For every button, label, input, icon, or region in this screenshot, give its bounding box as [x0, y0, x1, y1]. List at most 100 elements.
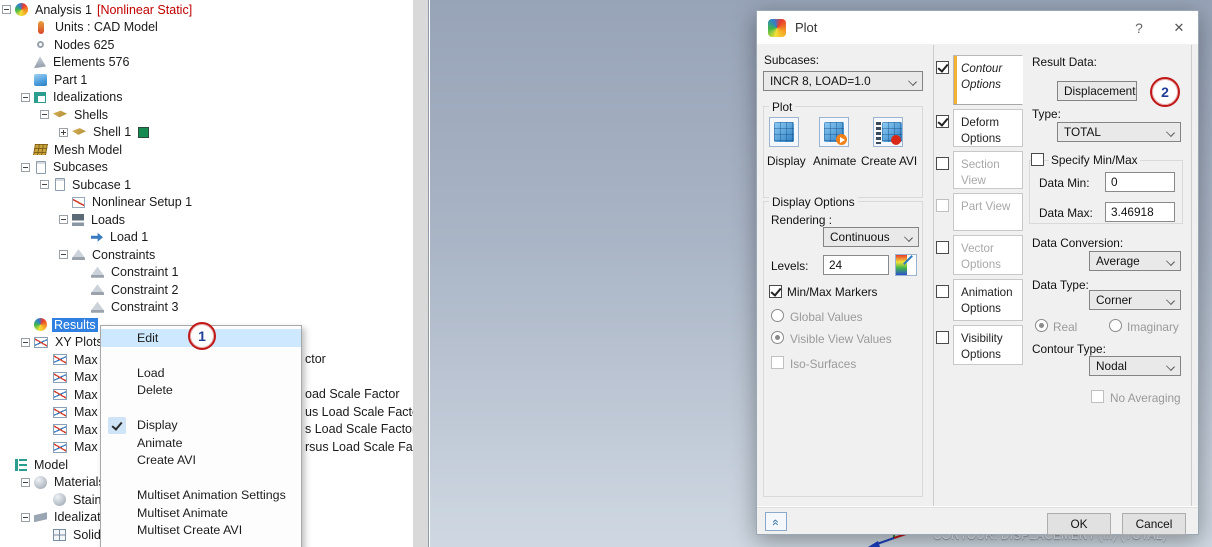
- expand-toggle-icon[interactable]: [59, 127, 68, 137]
- tab-checkbox[interactable]: [936, 285, 949, 298]
- display-button[interactable]: [769, 117, 799, 147]
- create-avi-button[interactable]: [873, 117, 903, 147]
- specify-minmax-checkbox[interactable]: [1031, 153, 1044, 166]
- tree-item[interactable]: Elements 576: [0, 54, 413, 72]
- close-icon[interactable]: ✕: [1173, 20, 1185, 35]
- tree-item[interactable]: Loads: [0, 211, 413, 229]
- tree-item[interactable]: Max ctor: [0, 351, 413, 369]
- dialog-titlebar[interactable]: Plot: [757, 11, 1198, 44]
- dialog-tab[interactable]: Visibility Options: [953, 325, 1023, 365]
- tree-item[interactable]: Idealizations: [0, 89, 413, 107]
- expand-toggle-icon[interactable]: [21, 477, 30, 487]
- tree-item[interactable]: Model: [0, 456, 413, 474]
- result-data-dropdown[interactable]: Displacement: [1057, 81, 1137, 101]
- tree-item[interactable]: Nonlinear Setup 1: [0, 194, 413, 212]
- collapse-dialog-button[interactable]: «: [765, 512, 787, 531]
- deform-options-checkbox[interactable]: [936, 115, 949, 128]
- tree-item[interactable]: Shell 1: [0, 124, 413, 142]
- context-menu-item[interactable]: Multiset Animation Settings: [101, 487, 301, 505]
- dialog-tab[interactable]: Section View: [953, 151, 1023, 189]
- data-max-input[interactable]: 3.46918: [1105, 202, 1175, 222]
- expand-toggle-icon[interactable]: [2, 5, 11, 15]
- subcases-dropdown[interactable]: INCR 8, LOAD=1.0: [763, 71, 923, 91]
- data-min-input[interactable]: 0: [1105, 172, 1175, 192]
- cancel-button[interactable]: Cancel: [1122, 513, 1186, 535]
- tree-item[interactable]: Constraint 3: [0, 299, 413, 317]
- tree-item[interactable]: Max oad Scale Factor: [0, 386, 413, 404]
- data-type-value: Corner: [1096, 293, 1133, 307]
- dialog-tab[interactable]: Vector Options: [953, 235, 1023, 275]
- help-button[interactable]: ?: [1135, 20, 1143, 36]
- context-menu-item[interactable]: Display: [101, 416, 301, 435]
- tree-scrollbar[interactable]: [413, 0, 429, 547]
- expand-toggle-icon[interactable]: [40, 110, 49, 120]
- tree-item[interactable]: Part 1: [0, 71, 413, 89]
- tree-item[interactable]: Nodes 625: [0, 36, 413, 54]
- tree-item[interactable]: Max rsus Load Scale Facto: [0, 439, 413, 457]
- dialog-tab[interactable]: Contour Options: [953, 55, 1023, 105]
- dialog-tab[interactable]: Deform Options: [953, 109, 1023, 147]
- tree-item[interactable]: XY Plots: [0, 334, 413, 352]
- context-menu-item[interactable]: Load: [101, 364, 301, 382]
- dialog-tab[interactable]: Part View: [953, 193, 1023, 231]
- expand-toggle-icon[interactable]: [59, 215, 68, 225]
- tree-item[interactable]: Materials: [0, 474, 413, 492]
- contour-options-checkbox[interactable]: [936, 61, 949, 74]
- tree-item[interactable]: Subcase 1: [0, 176, 413, 194]
- expand-toggle-icon[interactable]: [59, 250, 68, 260]
- context-menu-item[interactable]: Multiset Create AVI: [101, 522, 301, 540]
- load-icon: [91, 232, 103, 242]
- context-menu-item[interactable]: Multiset Animate: [101, 504, 301, 522]
- tab-checkbox[interactable]: [936, 331, 949, 344]
- levels-input[interactable]: 24: [823, 255, 889, 275]
- tree-item[interactable]: Max s Load Scale Factor: [0, 421, 413, 439]
- context-menu-item[interactable]: [101, 399, 301, 417]
- tree-item[interactable]: Constraint 2: [0, 281, 413, 299]
- contour-type-dropdown[interactable]: Nodal: [1089, 356, 1181, 376]
- tree-item[interactable]: Load 1: [0, 229, 413, 247]
- tree-item[interactable]: Constraint 1: [0, 264, 413, 282]
- expand-toggle-icon[interactable]: [40, 180, 49, 190]
- dialog-tab[interactable]: Animation Options: [953, 279, 1023, 321]
- context-menu-item[interactable]: Animate: [101, 434, 301, 452]
- context-menu-item[interactable]: Delete: [101, 382, 301, 400]
- data-type-dropdown[interactable]: Corner: [1089, 290, 1181, 310]
- ok-button[interactable]: OK: [1047, 513, 1111, 535]
- part-view-checkbox[interactable]: [936, 199, 949, 212]
- expand-toggle-icon[interactable]: [21, 92, 30, 102]
- expand-toggle-icon[interactable]: [21, 512, 30, 522]
- tree-item[interactable]: Constraints: [0, 246, 413, 264]
- expand-toggle-icon[interactable]: [21, 337, 30, 347]
- data-conversion-dropdown[interactable]: Average: [1089, 251, 1181, 271]
- rendering-dropdown[interactable]: Continuous: [823, 227, 919, 247]
- color-levels-button[interactable]: [895, 254, 917, 276]
- tree-item-label: Constraint 3: [111, 300, 179, 315]
- chevron-down-icon: [1166, 128, 1175, 137]
- tree-item[interactable]: Results: [0, 316, 413, 334]
- dialog-tab-label: Animation Options: [961, 286, 1013, 315]
- tree-item[interactable]: Max us Load Scale Factor: [0, 404, 413, 422]
- tree-item[interactable]: Max: [0, 369, 413, 387]
- levels-label: Levels:: [771, 259, 809, 273]
- tree-item[interactable]: Solids: [0, 526, 413, 544]
- expand-toggle-icon[interactable]: [21, 162, 30, 172]
- vector-options-checkbox[interactable]: [936, 241, 949, 254]
- tree-item[interactable]: Units : CAD Model: [0, 19, 413, 37]
- dialog-tab-row: Part View: [935, 193, 1027, 231]
- tree-item[interactable]: Shells: [0, 106, 413, 124]
- tree-item[interactable]: Subcases: [0, 159, 413, 177]
- tree-item[interactable]: Idealizati: [0, 509, 413, 527]
- section-view-checkbox[interactable]: [936, 157, 949, 170]
- tree-item-label: Max: [74, 440, 98, 455]
- context-menu-item[interactable]: [101, 539, 301, 547]
- display-options-label: Display Options: [769, 195, 858, 209]
- tree-item[interactable]: Mesh Model: [0, 141, 413, 159]
- tree-item-label-tail: ctor: [305, 352, 326, 366]
- context-menu-item[interactable]: Create AVI: [101, 452, 301, 470]
- context-menu-item[interactable]: [101, 469, 301, 487]
- tree-item[interactable]: Analysis 1 [Nonlinear Static]: [0, 1, 413, 19]
- animate-button[interactable]: [819, 117, 849, 147]
- chevron-down-icon: [904, 233, 913, 242]
- minmax-markers-checkbox[interactable]: [769, 285, 782, 298]
- type-dropdown[interactable]: TOTAL: [1057, 122, 1181, 142]
